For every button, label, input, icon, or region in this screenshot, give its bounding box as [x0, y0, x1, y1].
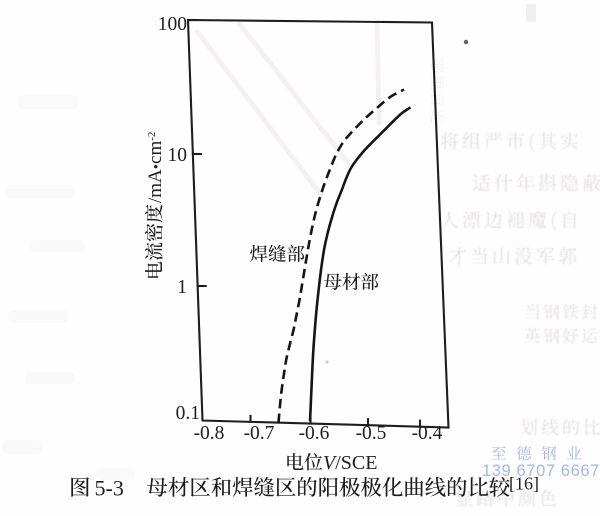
- svg-text:V/SCE: V/SCE: [323, 452, 377, 474]
- svg-text:-0.8: -0.8: [194, 423, 225, 444]
- svg-text:1: 1: [177, 277, 187, 298]
- svg-text:-0.6: -0.6: [299, 423, 330, 444]
- svg-text:5-3: 5-3: [95, 475, 124, 500]
- svg-text:[16]: [16]: [509, 474, 539, 494]
- svg-text:-0.7: -0.7: [244, 423, 275, 444]
- svg-text:-0.4: -0.4: [412, 423, 443, 444]
- svg-text:0.1: 0.1: [176, 403, 200, 424]
- svg-text:100: 100: [158, 14, 187, 35]
- svg-text:-0.5: -0.5: [356, 423, 387, 444]
- svg-text:139 6707 6667: 139 6707 6667: [482, 462, 600, 480]
- svg-text:10: 10: [168, 145, 188, 166]
- svg-text:/mA•cm-2: /mA•cm-2: [145, 132, 166, 203]
